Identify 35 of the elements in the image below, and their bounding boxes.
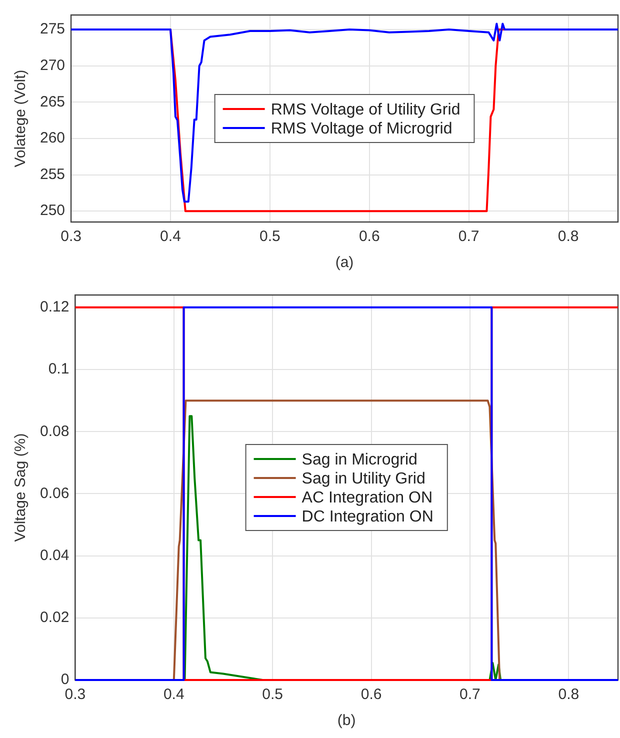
legend-label: RMS Voltage of Microgrid	[270, 120, 452, 138]
x-tick-label: 0.7	[458, 228, 480, 246]
x-tick-label: 0.8	[558, 686, 580, 704]
y-axis-title: Volatege (Volt)	[12, 70, 30, 168]
y-tick-label: 0.02	[40, 609, 70, 626]
x-tick-label: 0.6	[360, 686, 382, 704]
x-tick-label: 0.5	[259, 228, 280, 246]
y-tick-label: 0	[60, 671, 70, 688]
y-tick-label: 260	[40, 130, 66, 147]
x-tick-label: 0.3	[64, 686, 86, 704]
y-tick-label: 0.1	[48, 360, 70, 378]
legend-label: DC Integration ON	[302, 508, 434, 526]
legend-label: Sag in Microgrid	[302, 451, 418, 468]
y-tick-label: 0.04	[40, 546, 70, 564]
y-tick-label: 255	[40, 166, 66, 183]
y-tick-label: 0.12	[40, 298, 70, 316]
y-axis-title: Voltage Sag (%)	[12, 433, 30, 542]
x-tick-label: 0.3	[60, 228, 82, 246]
x-tick-label: 0.6	[358, 228, 380, 246]
y-tick-label: 275	[40, 20, 66, 38]
y-tick-label: 265	[40, 93, 66, 110]
y-tick-label: 250	[40, 202, 66, 220]
x-axis-title: (a)	[335, 254, 354, 272]
legend-label: Sag in Utility Grid	[302, 470, 426, 488]
x-tick-label: 0.4	[163, 686, 184, 704]
x-tick-label: 0.7	[460, 686, 480, 704]
x-tick-label: 0.4	[160, 228, 181, 246]
x-axis-title: (b)	[337, 712, 356, 730]
y-tick-label: 0.06	[40, 484, 70, 502]
x-tick-label: 0.8	[558, 228, 579, 246]
y-tick-label: 270	[40, 56, 66, 74]
y-tick-label: 0.08	[40, 422, 70, 440]
x-tick-label: 0.5	[262, 686, 284, 704]
legend-label: AC Integration ON	[302, 489, 433, 506]
legend-label: RMS Voltage of Utility Grid	[270, 101, 460, 118]
